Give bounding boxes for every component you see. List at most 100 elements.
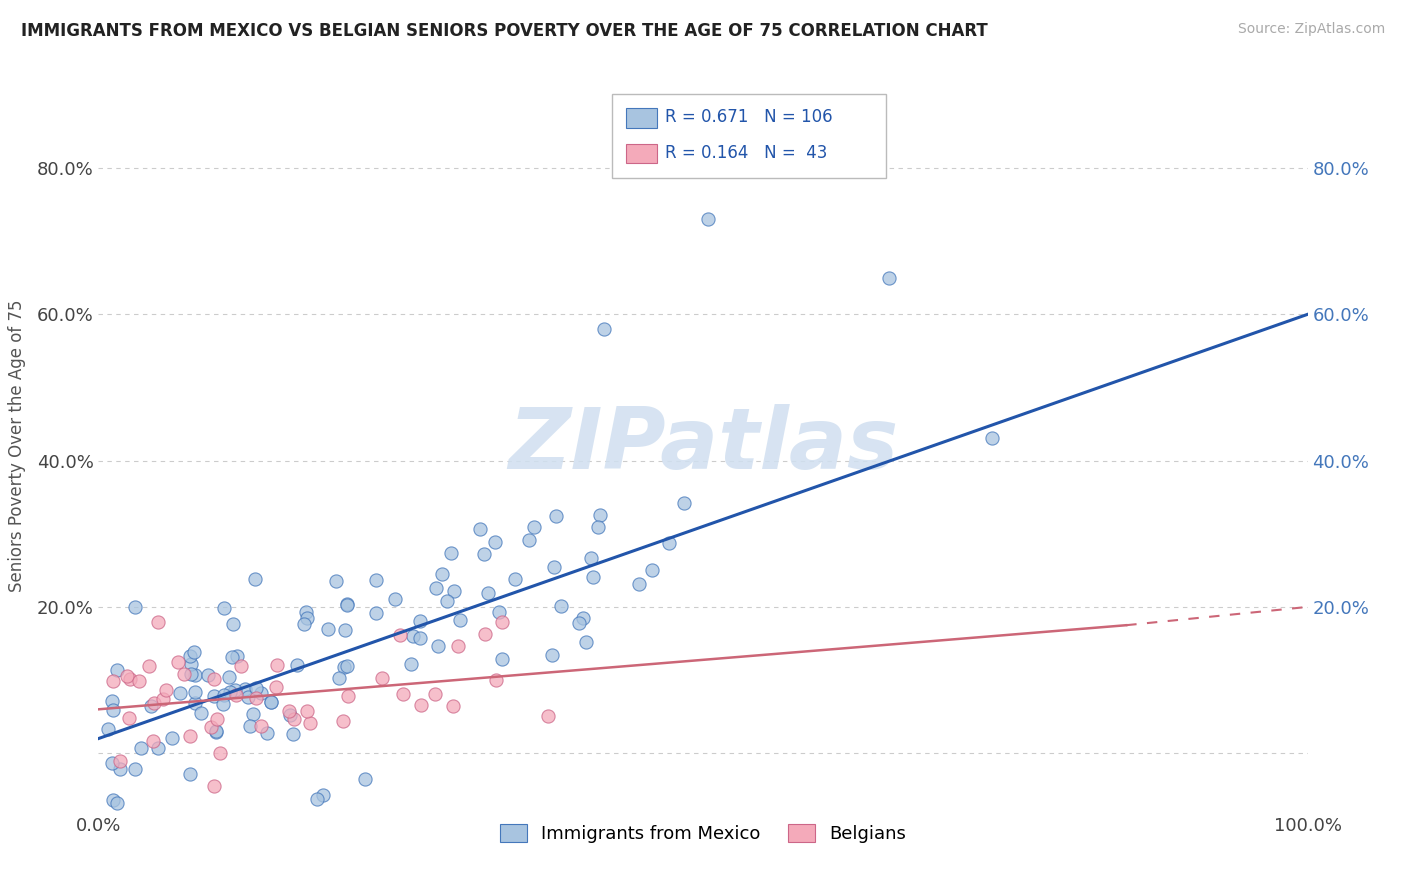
Point [101,792,124,806]
Point [142,734,165,748]
Point [295,605,318,619]
Point [409,631,432,645]
Point [316,622,339,636]
Point [523,520,546,534]
Point [266,658,288,673]
Point [209,746,232,760]
Point [586,520,609,534]
Point [470,522,492,536]
Point [205,725,228,739]
Point [328,671,350,685]
Point [245,572,267,586]
Point [297,705,319,719]
Point [332,714,354,729]
Point [447,639,470,653]
Point [128,673,150,688]
Text: R = 0.671   N = 106: R = 0.671 N = 106 [665,108,832,126]
Point [371,671,394,685]
Point [658,536,681,550]
Point [568,615,591,630]
Point [179,767,201,781]
Point [146,615,169,629]
Point [425,582,447,596]
Point [233,681,256,696]
Point [537,708,560,723]
Point [283,727,305,741]
Point [299,715,322,730]
Point [97,722,120,736]
Point [179,730,201,744]
Point [245,691,267,706]
Point [582,570,605,584]
Point [108,762,131,776]
Text: ZIPatlas: ZIPatlas [508,404,898,488]
Point [200,720,222,734]
Point [108,755,131,769]
Point [184,685,207,699]
Point [292,617,315,632]
Point [204,689,226,703]
Point [103,674,125,689]
Point [120,672,142,686]
Point [221,616,243,631]
Point [879,270,901,285]
Point [204,724,226,739]
Point [441,698,464,713]
Point [278,707,301,722]
Point [179,648,201,663]
Point [628,577,651,591]
Point [124,599,146,614]
Point [550,599,572,613]
Point [173,667,195,681]
Point [575,635,598,649]
Point [115,668,138,682]
Point [312,789,335,803]
Point [491,615,513,629]
Point [225,688,247,702]
Point [105,663,128,677]
Point [336,659,359,673]
Point [260,695,283,709]
Point [472,547,495,561]
Point [183,644,205,658]
Point [180,657,202,671]
Point [169,686,191,700]
Point [980,431,1002,445]
Point [474,627,496,641]
Point [250,719,273,733]
Point [218,685,240,699]
Y-axis label: Seniors Poverty Over the Age of 75: Seniors Poverty Over the Age of 75 [7,300,25,592]
Point [336,689,359,703]
Point [389,628,412,642]
Point [503,572,526,586]
Point [572,611,595,625]
Point [283,712,305,726]
Point [212,688,235,702]
Point [391,687,413,701]
Point [229,658,252,673]
Point [336,597,359,611]
Point [260,695,283,709]
Point [118,711,141,725]
Point [589,508,612,522]
Point [477,586,499,600]
Point [449,614,471,628]
Point [592,322,614,336]
Point [131,741,153,756]
Point [440,546,463,560]
Point [242,706,264,721]
Point [696,212,718,227]
Point [143,696,166,710]
Point [101,694,124,708]
Point [491,652,513,666]
Point [152,691,174,706]
Point [221,649,243,664]
Point [402,629,425,643]
Point [167,655,190,669]
Point [519,533,541,547]
Point [236,690,259,704]
Point [673,496,696,510]
Legend: Immigrants from Mexico, Belgians: Immigrants from Mexico, Belgians [492,816,914,850]
Point [184,668,207,682]
Point [224,682,246,697]
